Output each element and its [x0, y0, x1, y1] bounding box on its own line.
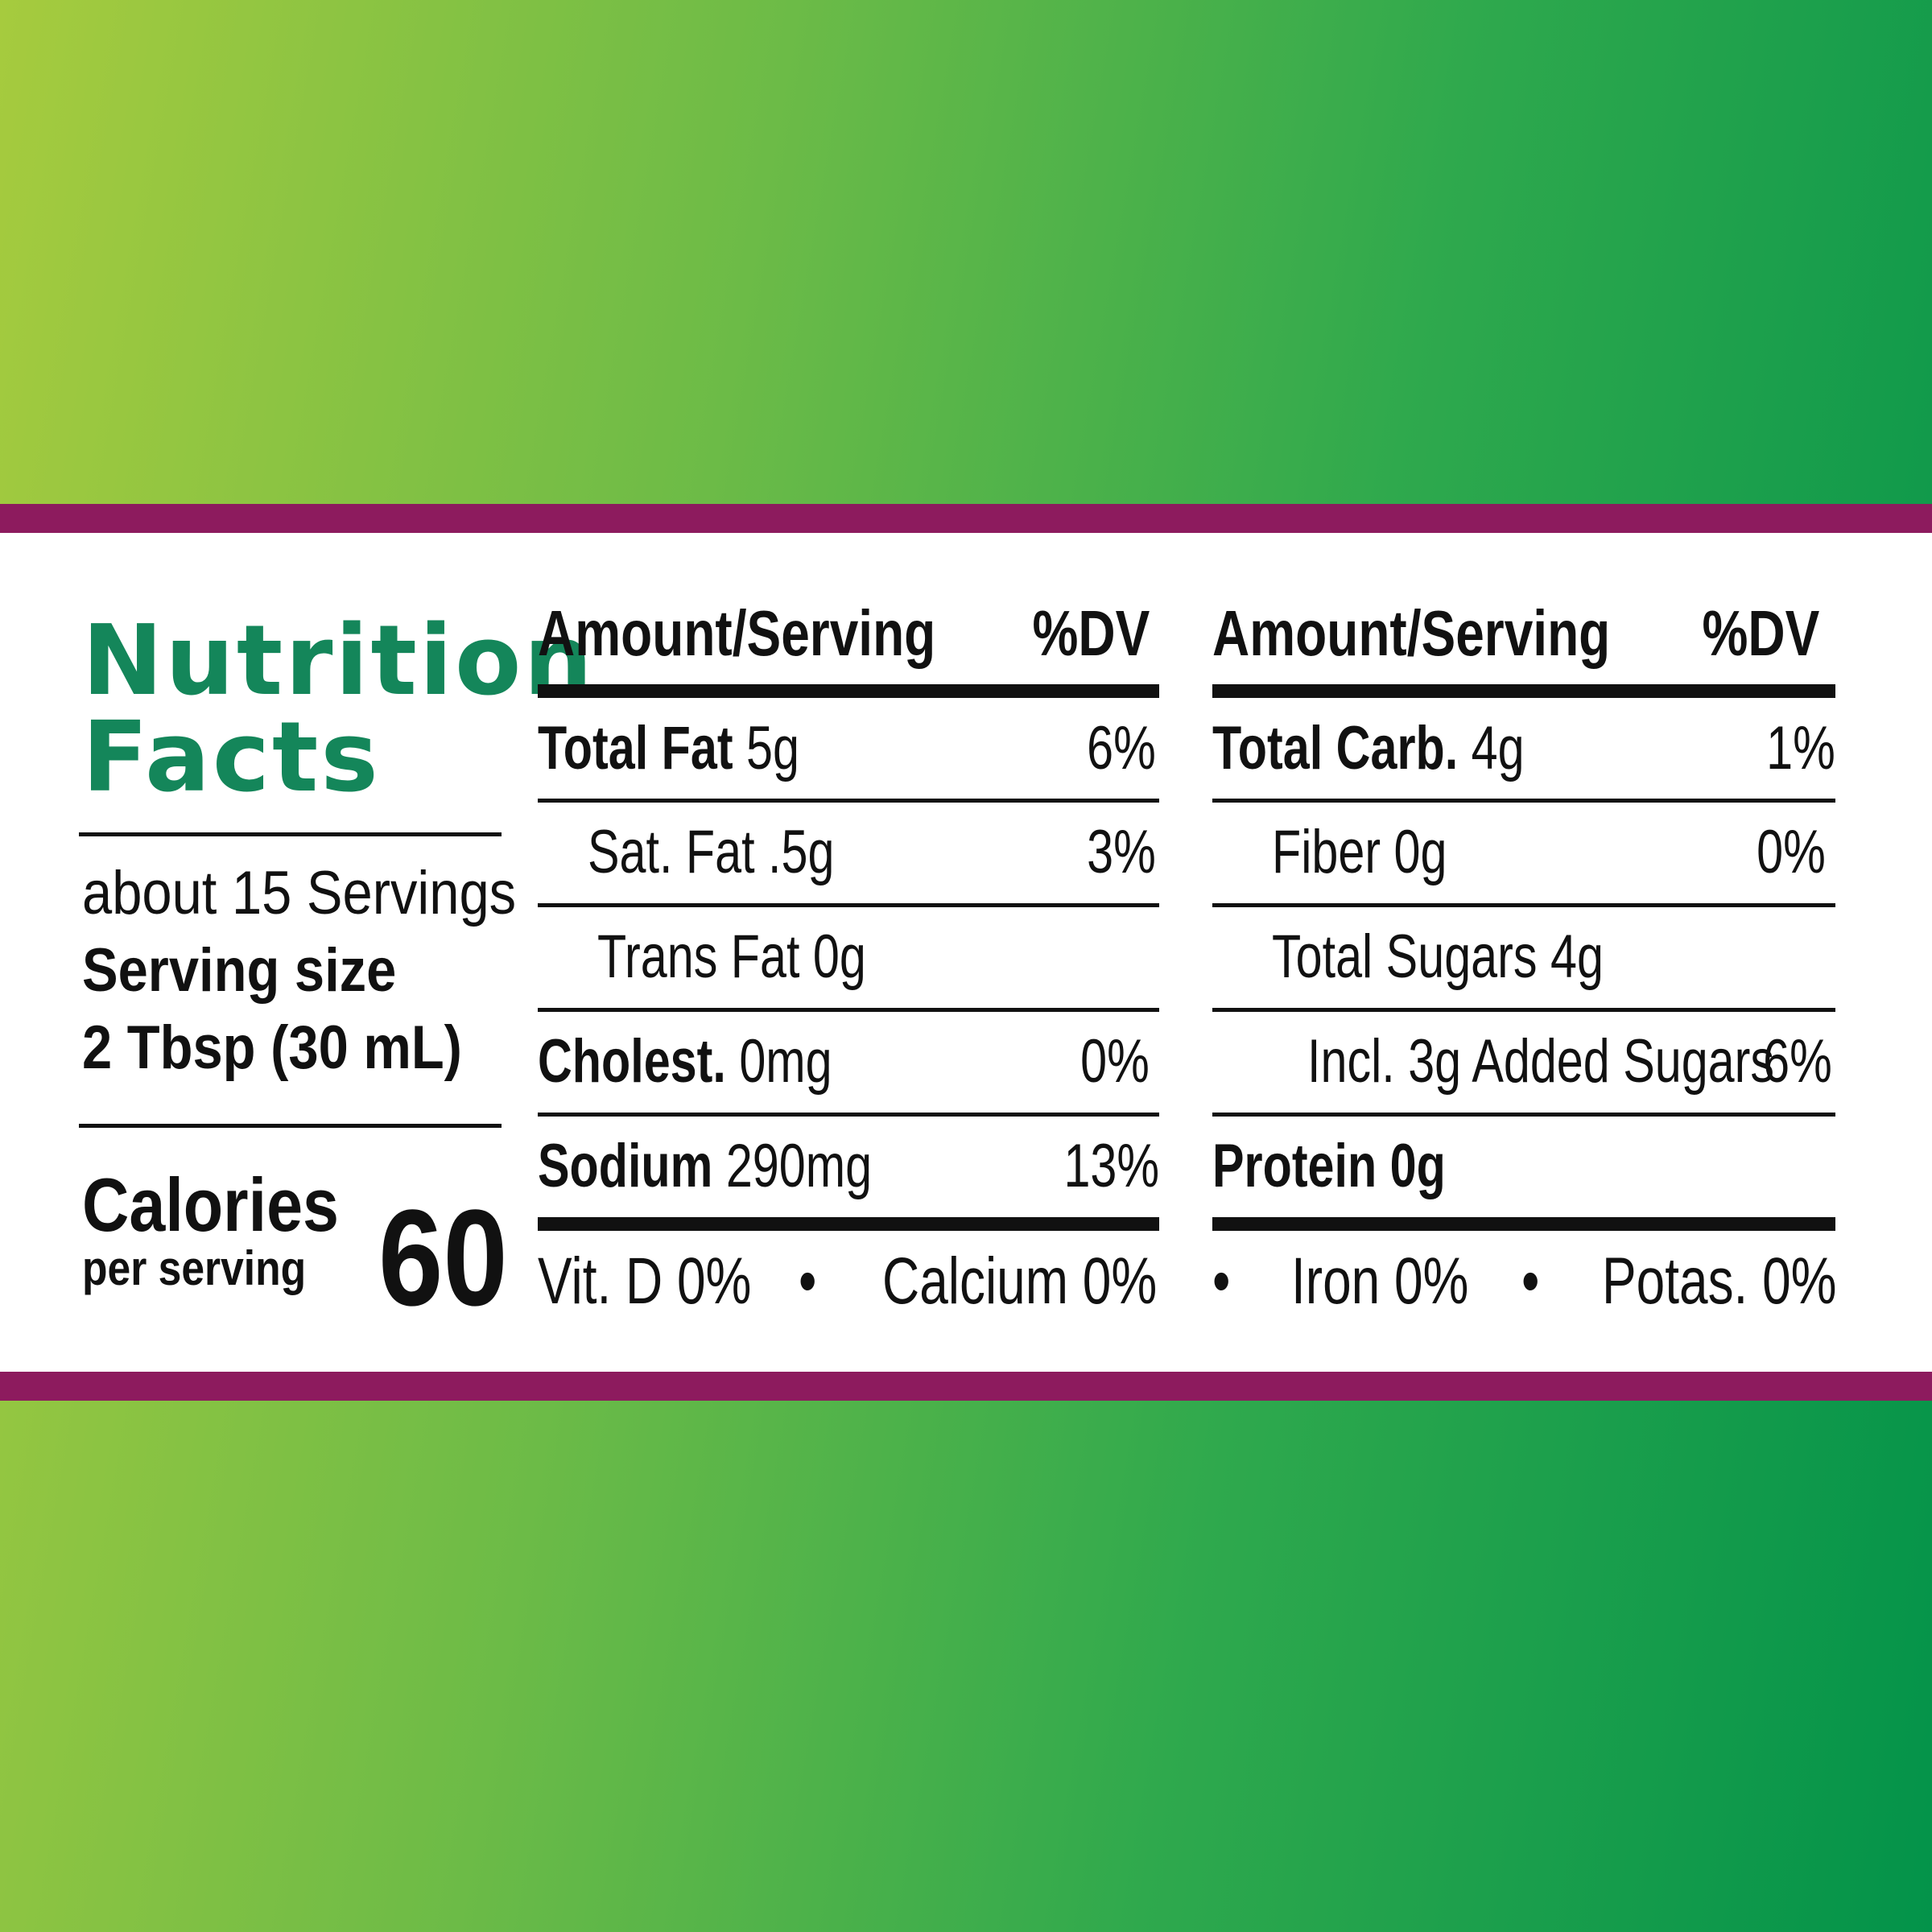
- nutrient-name: Cholest.: [538, 1027, 726, 1096]
- separator-bullet: •: [1212, 1245, 1231, 1318]
- nutrient-amount: 5g: [733, 714, 800, 782]
- nutrient-row: Cholest. 0mg 0%: [538, 1012, 1150, 1112]
- calories-sublabel: per serving: [82, 1241, 307, 1295]
- bottom-rule: [538, 1217, 1159, 1231]
- iron: Iron 0%: [1291, 1245, 1469, 1318]
- header-dv: %DV: [1032, 597, 1150, 669]
- nutrition-facts-title: Nutrition Facts: [82, 613, 595, 807]
- nutrient-name: Sodium: [538, 1132, 713, 1200]
- row-rule: [538, 903, 1159, 907]
- nutrient-row: Sodium 290mg 13%: [538, 1117, 1159, 1216]
- calories-label: Calories: [82, 1162, 340, 1247]
- nutrient-row: Protein 0g: [1212, 1117, 1835, 1216]
- header-rule: [538, 684, 1159, 698]
- header-dv: %DV: [1702, 597, 1819, 669]
- nutrient-column-left: Amount/Serving %DV Total Fat 5g 6% Sat. …: [538, 533, 1159, 1372]
- calcium: Calcium 0%: [882, 1245, 1158, 1318]
- nutrient-dv: 6%: [1087, 714, 1156, 782]
- row-rule: [1212, 1008, 1835, 1012]
- nutrient-dv: 0%: [1757, 818, 1826, 886]
- separator-bullet: •: [1521, 1245, 1540, 1318]
- nutrient-row: Total Sugars 4g: [1212, 907, 1835, 1007]
- nutrient-row: Total Carb. 4g 1%: [1212, 699, 1835, 799]
- divider-under-title: [79, 832, 502, 836]
- bottom-purple-band: [0, 1372, 1932, 1401]
- header-rule: [1212, 684, 1835, 698]
- header-amount: Amount/Serving: [538, 597, 936, 669]
- nutrient-row: Fiber 0g 0%: [1212, 803, 1826, 902]
- separator-bullet: •: [799, 1245, 817, 1318]
- nutrient-amount: 0mg: [725, 1027, 832, 1096]
- row-rule: [538, 1008, 1159, 1012]
- serving-info: about 15 Servings Serving size 2 Tbsp (3…: [82, 855, 516, 1087]
- nutrient-amount: Sat. Fat .5g: [588, 818, 835, 886]
- row-rule: [1212, 799, 1835, 803]
- column-header: Amount/Serving %DV: [1212, 597, 1819, 670]
- potassium: Potas. 0%: [1602, 1245, 1837, 1318]
- row-rule: [538, 799, 1159, 803]
- title-line-1: Nutrition: [82, 605, 595, 717]
- nutrient-amount: Trans Fat 0g: [597, 923, 866, 991]
- nutrient-dv: 0%: [1080, 1027, 1150, 1096]
- header-amount: Amount/Serving: [1212, 597, 1611, 669]
- nutrient-dv: 13%: [1063, 1132, 1159, 1200]
- nutrient-row: Incl. 3g Added Sugars 6%: [1212, 1012, 1832, 1112]
- column-header: Amount/Serving %DV: [538, 597, 1150, 670]
- row-rule: [538, 1113, 1159, 1117]
- nutrient-row: Trans Fat 0g: [538, 907, 1156, 1007]
- nutrient-amount: 4g: [1458, 714, 1525, 782]
- nutrient-name: Total Fat: [538, 714, 733, 782]
- title-line-2: Facts: [82, 702, 381, 814]
- nutrient-dv: 3%: [1087, 818, 1156, 886]
- vitamins-minerals-line: Vit. D 0% • Calcium 0% • Iron 0% • Potas…: [0, 1241, 1932, 1322]
- top-purple-band: [0, 504, 1932, 533]
- row-rule: [1212, 1113, 1835, 1117]
- nutrient-amount: 290mg: [712, 1132, 873, 1200]
- nutrient-amount: Total Sugars 4g: [1272, 923, 1604, 991]
- serving-size-value: 2 Tbsp (30 mL): [82, 1013, 462, 1082]
- servings-per-container: about 15 Servings: [82, 859, 517, 927]
- nutrient-amount: Fiber 0g: [1272, 818, 1447, 886]
- nutrient-amount: Incl. 3g Added Sugars: [1307, 1027, 1775, 1096]
- serving-size-label: Serving size: [82, 936, 397, 1005]
- vitamin-d: Vit. D 0%: [538, 1245, 752, 1318]
- calories-value: 60: [378, 1182, 508, 1335]
- nutrient-row: Sat. Fat .5g 3%: [538, 803, 1156, 902]
- nutrient-row: Total Fat 5g 6%: [538, 699, 1156, 799]
- nutrient-name: Total Carb.: [1212, 714, 1459, 782]
- divider-under-serving-size: [79, 1124, 502, 1128]
- bottom-rule: [1212, 1217, 1835, 1231]
- nutrient-column-right: Amount/Serving %DV Total Carb. 4g 1% Fib…: [1212, 533, 1835, 1372]
- nutrition-facts-panel: Nutrition Facts about 15 Servings Servin…: [0, 533, 1932, 1372]
- row-rule: [1212, 903, 1835, 907]
- nutrient-name: Protein 0g: [1212, 1132, 1446, 1200]
- nutrient-dv: 6%: [1763, 1027, 1832, 1096]
- nutrient-dv: 1%: [1766, 714, 1835, 782]
